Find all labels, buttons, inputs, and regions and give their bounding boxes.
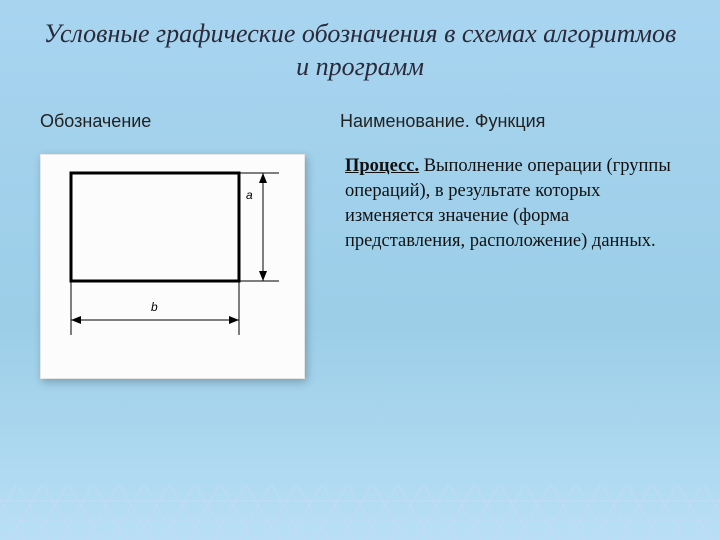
desc-term: Процесс. xyxy=(345,156,419,176)
dim-b-arrow-right xyxy=(229,316,239,324)
symbol-diagram: a b xyxy=(40,154,305,379)
symbol-description: Процесс. Выполнение операции (группы опе… xyxy=(305,154,720,254)
dim-a-arrow-top xyxy=(259,173,267,183)
dim-a-label: a xyxy=(246,188,253,202)
process-rect xyxy=(71,173,239,281)
content-row: a b Процесс. Выполнение операции (группы… xyxy=(0,132,720,379)
slide-title: Условные графические обозначения в схема… xyxy=(0,0,720,93)
footer-pattern xyxy=(0,485,720,540)
dim-b-arrow-left xyxy=(71,316,81,324)
column-header-symbol: Обозначение xyxy=(40,111,340,132)
column-header-function: Наименование. Функция xyxy=(340,111,545,132)
dim-b-label: b xyxy=(151,300,158,314)
process-symbol-svg: a b xyxy=(41,155,306,380)
dim-a-arrow-bot xyxy=(259,271,267,281)
columns-header: Обозначение Наименование. Функция xyxy=(0,93,720,132)
